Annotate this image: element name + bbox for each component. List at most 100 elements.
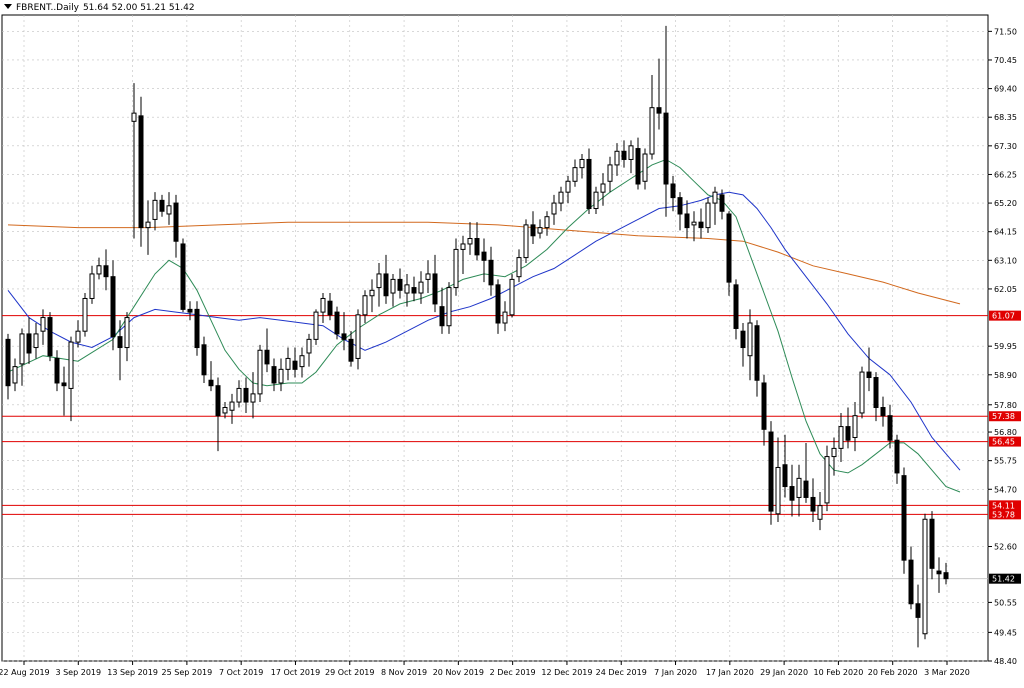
- candle-body-up: [313, 311, 319, 340]
- candle-body-down: [677, 197, 683, 215]
- candle-body-down: [201, 344, 207, 376]
- y-tick-label: 64.15: [994, 228, 1017, 237]
- candle: [40, 309, 46, 345]
- candle-body-down: [754, 325, 760, 381]
- candle: [635, 137, 641, 190]
- candle-body-up: [124, 317, 130, 349]
- candle: [285, 347, 291, 381]
- candle: [691, 211, 697, 242]
- candle: [418, 271, 424, 304]
- candle-body-up: [152, 199, 158, 220]
- candle: [663, 25, 669, 217]
- candle-body-up: [278, 368, 284, 384]
- candle: [446, 282, 452, 334]
- x-tick-label: 20 Nov 2019: [433, 668, 484, 677]
- x-tick-label: 13 Sep 2019: [107, 668, 158, 677]
- y-tick-label: 63.10: [994, 256, 1017, 265]
- current-price-label-bg: [989, 573, 1021, 584]
- candle: [628, 140, 634, 174]
- time-axis: 22 Aug 2019 3 Sep 2019 13 Sep 2019 25 Sep 2…: [0, 661, 970, 677]
- candle: [327, 293, 333, 321]
- candle-body-up: [418, 281, 424, 294]
- candle-body-up: [558, 191, 564, 204]
- candle: [705, 197, 711, 234]
- candle-body-up: [222, 407, 228, 414]
- candle-body-up: [362, 295, 368, 316]
- x-tick-label: 22 Aug 2019: [0, 668, 50, 677]
- y-tick-label: 55.75: [994, 457, 1017, 466]
- candle-body-up: [453, 248, 459, 289]
- current-price-label: 51.42: [992, 575, 1015, 584]
- candle: [180, 238, 186, 313]
- level-label-bg: [989, 411, 1021, 422]
- candle: [467, 222, 473, 255]
- candle-body-up: [852, 415, 858, 438]
- candle: [236, 380, 242, 408]
- candle: [922, 513, 928, 640]
- candle-body-down: [936, 570, 942, 575]
- candle: [96, 257, 102, 280]
- candle-body-up: [320, 297, 326, 313]
- candle: [880, 396, 886, 427]
- candle: [558, 186, 564, 212]
- y-tick-label: 48.40: [994, 657, 1017, 666]
- plot-frame: [1, 14, 989, 662]
- x-tick-label: 24 Dec 2019: [596, 668, 647, 677]
- candle-body-down: [768, 431, 774, 512]
- candle: [404, 273, 410, 307]
- candle-body-down: [866, 371, 872, 379]
- candle-body-up: [425, 273, 431, 280]
- candle-body-up: [460, 243, 466, 250]
- x-tick-label: 10 Feb 2020: [814, 668, 864, 677]
- candle: [544, 211, 550, 236]
- candle-body-down: [915, 603, 921, 618]
- candle-body-up: [922, 518, 928, 635]
- candle-body-down: [243, 387, 249, 403]
- x-tick-label: 2 Dec 2019: [490, 668, 536, 677]
- y-tick-label: 67.30: [994, 142, 1017, 151]
- candle-body-up: [691, 221, 697, 226]
- candle-body-up: [467, 238, 473, 245]
- candle-body-up: [131, 112, 137, 122]
- candle-body-down: [810, 496, 816, 512]
- candle: [222, 402, 228, 419]
- ma-slow-line: [7, 221, 961, 305]
- candle-body-down: [180, 243, 186, 310]
- candle-body-up: [96, 265, 102, 275]
- candle: [453, 238, 459, 296]
- candle-body-down: [880, 407, 886, 417]
- candle: [26, 317, 32, 364]
- candle: [614, 143, 620, 176]
- candle-body-up: [516, 257, 522, 278]
- candle: [390, 273, 396, 307]
- candle-body-down: [901, 475, 907, 561]
- candle-body-up: [593, 191, 599, 210]
- level-label: 61.07: [992, 312, 1015, 321]
- candles: [5, 25, 949, 648]
- y-tick-label: 66.25: [994, 170, 1017, 179]
- candle-body-down: [719, 194, 725, 212]
- candle-body-down: [271, 366, 277, 384]
- candle: [369, 279, 375, 313]
- candle: [397, 268, 403, 299]
- candle: [810, 478, 816, 522]
- candle-body-down: [292, 360, 298, 370]
- candle-body-down: [61, 382, 67, 387]
- candle: [719, 189, 725, 220]
- candle: [12, 358, 18, 392]
- candle: [47, 312, 53, 362]
- candle: [649, 74, 655, 160]
- candle-body-down: [894, 439, 900, 474]
- candle: [474, 222, 480, 261]
- candle-body-down: [194, 308, 200, 349]
- dropdown-triangle-icon[interactable]: [4, 4, 12, 9]
- candle: [859, 366, 865, 419]
- candle: [138, 96, 144, 247]
- candle: [481, 238, 487, 283]
- candle: [5, 333, 11, 400]
- candle-body-up: [831, 447, 837, 458]
- candle: [796, 464, 802, 517]
- x-tick-label: 17 Jan 2020: [706, 668, 754, 677]
- candle: [376, 263, 382, 307]
- candle-body-up: [579, 158, 585, 169]
